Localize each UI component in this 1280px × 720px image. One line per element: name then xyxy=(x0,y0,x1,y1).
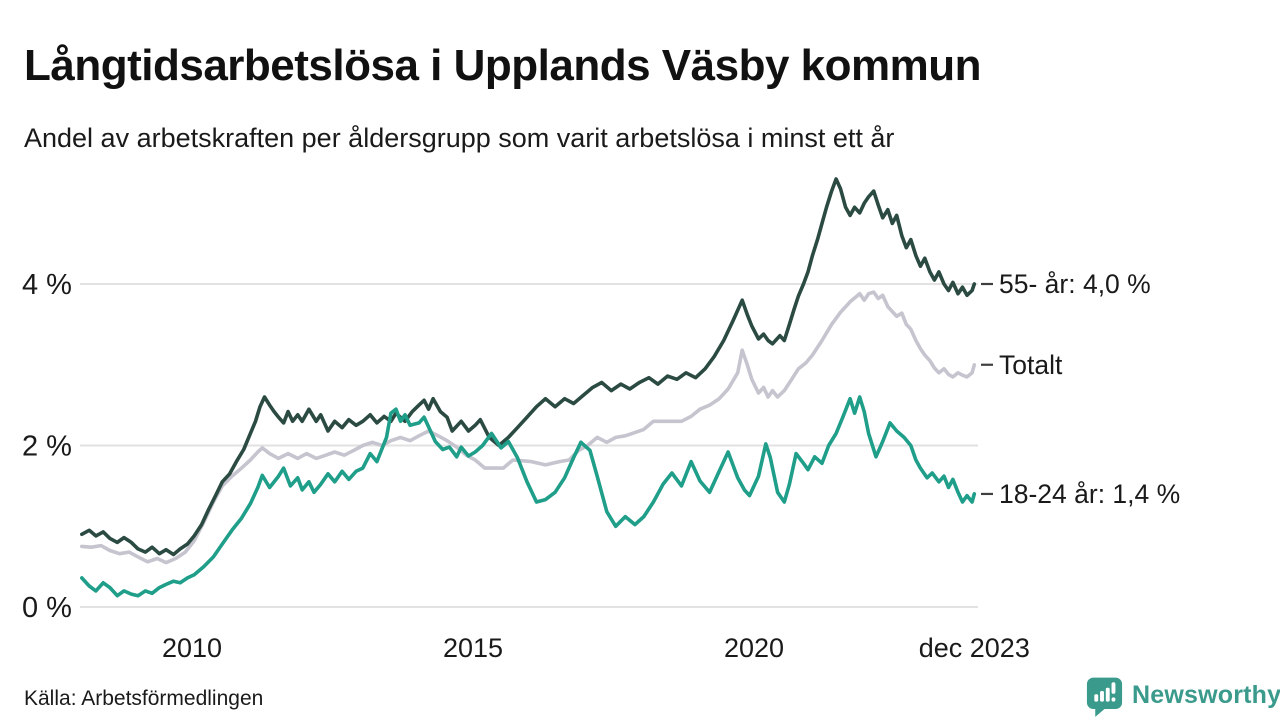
x-axis-label: 2010 xyxy=(162,633,222,663)
source-note: Källa: Arbetsförmedlingen xyxy=(24,687,264,710)
newsworthy-icon xyxy=(1086,677,1123,717)
x-axis-label: dec 2023 xyxy=(919,633,1030,663)
y-axis-label: 2 % xyxy=(22,431,72,463)
page-title: Långtidsarbetslösa i Upplands Väsby komm… xyxy=(24,41,982,91)
logo-bar-2 xyxy=(1100,690,1104,702)
logo-bar-3 xyxy=(1105,687,1110,702)
x-axis-label: 2020 xyxy=(724,633,784,663)
y-axis-label: 4 % xyxy=(22,269,72,301)
x-axis-label: 2015 xyxy=(443,633,503,663)
chart-subtitle: Andel av arbetskraften per åldersgrupp s… xyxy=(24,123,895,153)
logo-exclamation-bar xyxy=(1111,682,1116,694)
series-end-label: 55- år: 4,0 % xyxy=(999,269,1151,299)
series-end-label: Totalt xyxy=(999,350,1063,380)
newsworthy-logo: Newsworthy xyxy=(1086,676,1280,718)
logo-bar-1 xyxy=(1094,694,1099,702)
series-line-18-24-r xyxy=(80,395,977,598)
series-line-55-r xyxy=(80,177,977,557)
series-end-label: 18-24 år: 1,4 % xyxy=(999,479,1180,509)
y-axis-label: 0 % xyxy=(22,592,72,624)
series-line-totalt xyxy=(80,290,977,565)
logo-exclamation-dot xyxy=(1111,697,1116,702)
newsworthy-wordmark: Newsworthy xyxy=(1132,680,1280,709)
